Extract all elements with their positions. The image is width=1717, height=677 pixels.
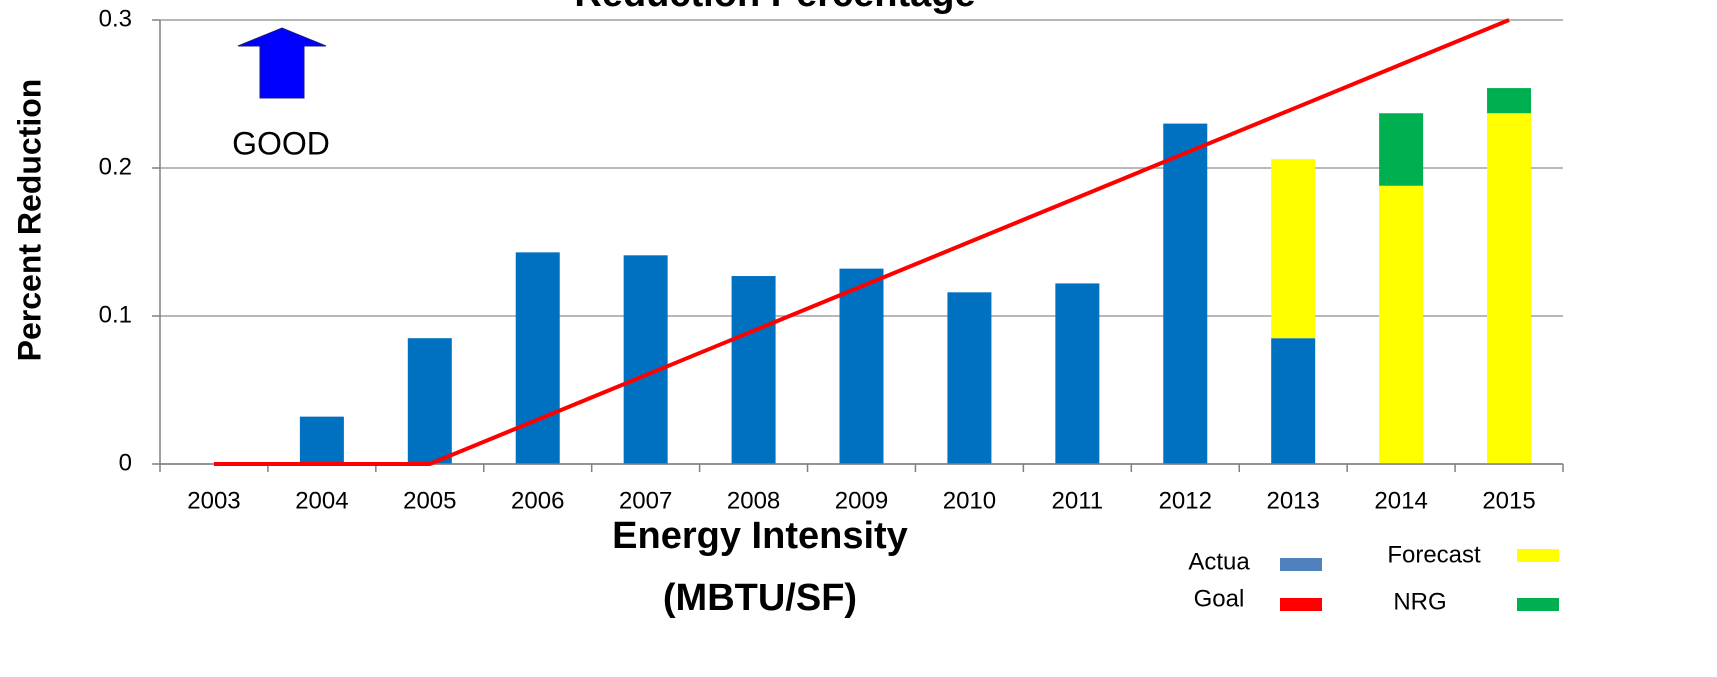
x-tick-label: 2010 [943, 487, 996, 514]
x-axis-label: (MBTU/SF) [663, 577, 857, 619]
bar [1379, 113, 1424, 186]
x-tick-label: 2015 [1482, 487, 1535, 514]
x-tick-label: 2007 [619, 487, 672, 514]
bar [515, 252, 560, 464]
y-tick-label: 0.2 [99, 153, 132, 180]
legend-swatch [1280, 558, 1322, 571]
bar [1055, 283, 1100, 464]
bar [1487, 88, 1532, 114]
legend-swatch [1517, 549, 1559, 562]
x-axis-label: Energy Intensity [612, 515, 908, 557]
bar [1271, 338, 1316, 464]
bar [731, 276, 776, 464]
x-tick-label: 2011 [1052, 487, 1104, 514]
annotation: GOOD [232, 125, 330, 161]
good-arrow [237, 27, 327, 99]
y-tick-label: 0.1 [99, 301, 132, 328]
legend-label: Goal [1194, 585, 1245, 612]
x-tick-label: 2008 [727, 487, 780, 514]
bar [1487, 113, 1532, 465]
bar [1271, 159, 1316, 339]
y-axis-label: Percent Reduction [11, 79, 47, 362]
x-tick-label: 2012 [1159, 487, 1212, 514]
bar [623, 255, 668, 464]
goal-line [213, 18, 1510, 466]
x-tick-label: 2013 [1266, 487, 1319, 514]
bar [1163, 123, 1208, 464]
x-tick-label: 2005 [403, 487, 456, 514]
legend-swatch [1517, 598, 1559, 611]
bar [839, 268, 884, 464]
legend-swatch [1280, 598, 1322, 611]
bar [407, 338, 452, 464]
bar [299, 416, 344, 464]
x-tick-label: 2006 [511, 487, 564, 514]
legend-label: Forecast [1387, 541, 1481, 568]
y-tick-label: 0 [119, 449, 132, 476]
x-tick-label: 2004 [295, 487, 348, 514]
x-tick-label: 2003 [187, 487, 240, 514]
chart-title: Reduction Percentage [574, 0, 975, 15]
legend-label: Actua [1188, 548, 1250, 575]
y-tick-label: 0.3 [99, 5, 132, 32]
bar [1379, 185, 1424, 464]
x-tick-label: 2014 [1374, 487, 1427, 514]
x-tick-label: 2009 [835, 487, 888, 514]
legend-label: NRG [1393, 588, 1446, 615]
bar [947, 292, 992, 464]
